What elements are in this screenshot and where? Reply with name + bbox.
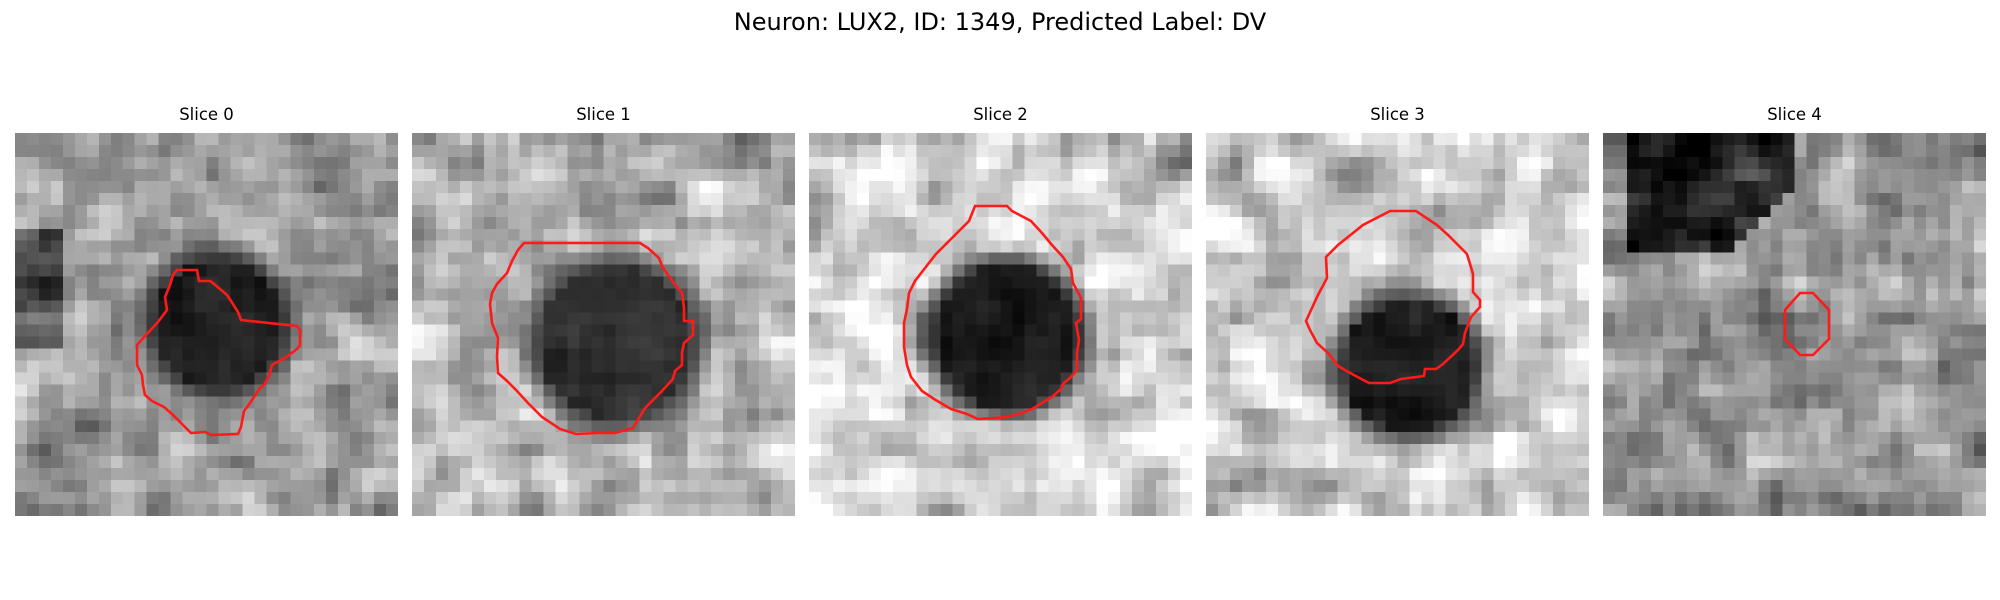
slice-image [412, 133, 795, 516]
slice-image [1206, 133, 1589, 516]
slice-panel-3: Slice 3 [1206, 105, 1589, 516]
slice-title: Slice 4 [1767, 105, 1822, 124]
slice-image [809, 133, 1192, 516]
slice-panel-1: Slice 1 [412, 105, 795, 516]
slice-panel-0: Slice 0 [15, 105, 398, 516]
roi-contour [1783, 291, 1831, 357]
slice-title: Slice 1 [576, 105, 631, 124]
slice-title: Slice 2 [973, 105, 1028, 124]
slice-image [1603, 133, 1986, 516]
slice-title: Slice 0 [179, 105, 234, 124]
roi-contour [902, 204, 1083, 421]
slice-title: Slice 3 [1370, 105, 1425, 124]
figure-title: Neuron: LUX2, ID: 1349, Predicted Label:… [733, 8, 1267, 36]
roi-contour [135, 268, 302, 437]
slice-panel-4: Slice 4 [1603, 105, 1986, 516]
slice-image [15, 133, 398, 516]
slice-panel-2: Slice 2 [809, 105, 1192, 516]
roi-contour [488, 241, 695, 436]
roi-contour [1304, 209, 1482, 385]
